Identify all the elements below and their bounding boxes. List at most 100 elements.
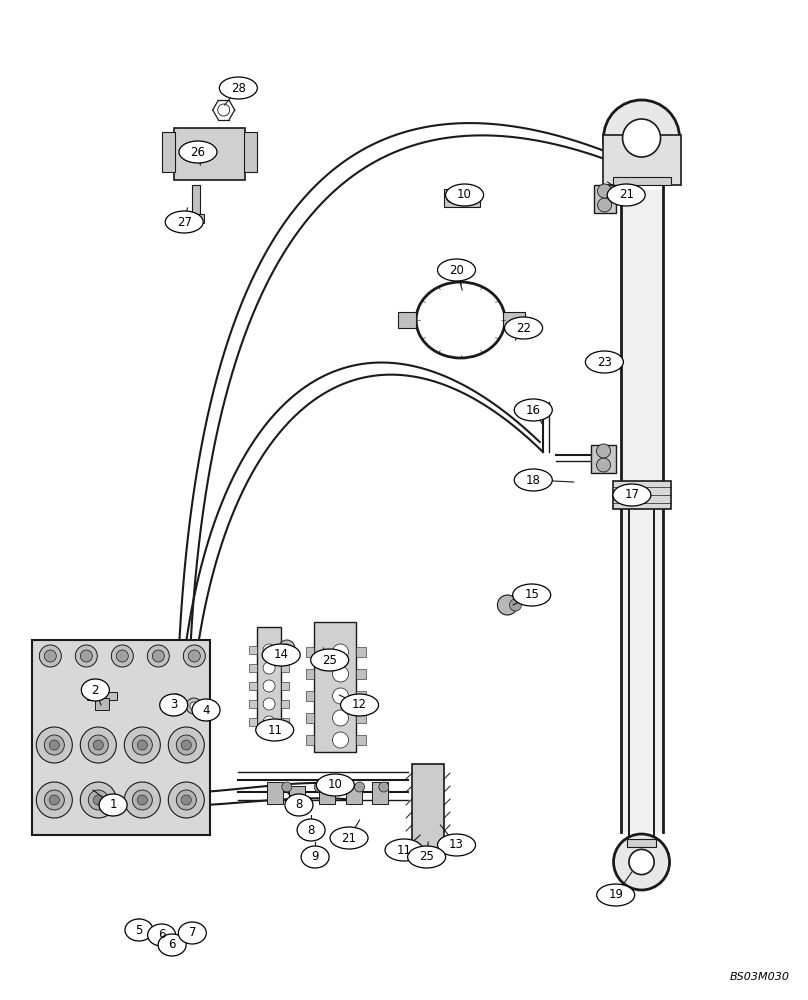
Ellipse shape [407, 846, 446, 868]
Circle shape [596, 458, 611, 472]
Circle shape [263, 662, 275, 674]
Circle shape [133, 919, 145, 931]
Circle shape [40, 645, 61, 667]
Bar [612, 481, 671, 509]
Circle shape [156, 930, 159, 934]
Circle shape [181, 795, 191, 805]
Circle shape [44, 790, 65, 810]
Circle shape [80, 650, 92, 662]
Bar [162, 132, 175, 172]
Text: 22: 22 [516, 322, 531, 334]
Ellipse shape [255, 719, 294, 741]
Ellipse shape [607, 184, 646, 206]
Circle shape [333, 644, 348, 660]
Text: 21: 21 [619, 188, 633, 202]
Circle shape [153, 927, 162, 937]
Bar [191, 185, 200, 215]
Ellipse shape [437, 259, 476, 281]
Bar [305, 735, 314, 745]
Circle shape [598, 184, 612, 198]
Circle shape [44, 650, 57, 662]
Bar [187, 214, 204, 223]
Bar [32, 640, 210, 835]
Ellipse shape [179, 141, 217, 163]
Bar [174, 128, 245, 180]
Text: 27: 27 [177, 216, 191, 229]
Ellipse shape [262, 644, 301, 666]
Circle shape [49, 795, 59, 805]
Bar [356, 647, 365, 657]
Circle shape [184, 927, 191, 933]
Bar [281, 646, 289, 654]
Bar [267, 782, 283, 804]
Bar [305, 713, 314, 723]
Bar [356, 713, 365, 723]
Text: 14: 14 [274, 648, 288, 662]
Circle shape [168, 694, 184, 710]
Circle shape [172, 698, 180, 706]
Ellipse shape [165, 211, 204, 233]
Circle shape [176, 735, 196, 755]
Text: 13: 13 [449, 838, 464, 852]
Circle shape [93, 740, 103, 750]
Ellipse shape [316, 774, 355, 796]
Bar [346, 786, 362, 804]
Circle shape [498, 595, 517, 615]
Text: BS03M030: BS03M030 [730, 972, 790, 982]
Circle shape [163, 935, 173, 945]
Circle shape [49, 740, 59, 750]
Circle shape [183, 645, 205, 667]
Text: 11: 11 [397, 844, 411, 856]
Circle shape [182, 924, 193, 936]
Circle shape [596, 444, 611, 458]
Circle shape [44, 735, 65, 755]
Ellipse shape [82, 679, 109, 701]
Text: 10: 10 [457, 188, 472, 202]
Text: 5: 5 [135, 924, 143, 936]
Ellipse shape [585, 351, 624, 373]
Ellipse shape [340, 694, 379, 716]
Circle shape [314, 782, 324, 792]
Bar [591, 445, 616, 473]
Circle shape [116, 650, 128, 662]
Bar [398, 312, 416, 328]
Circle shape [333, 710, 348, 726]
Bar [281, 682, 289, 690]
Text: 8: 8 [295, 798, 303, 812]
Circle shape [613, 834, 670, 890]
Circle shape [604, 100, 680, 176]
Text: 15: 15 [524, 588, 539, 601]
Circle shape [124, 782, 160, 818]
Circle shape [137, 795, 147, 805]
Bar [603, 135, 680, 185]
Circle shape [629, 849, 654, 875]
Bar [257, 627, 281, 732]
Bar [503, 312, 525, 328]
Circle shape [379, 782, 389, 792]
Circle shape [204, 149, 214, 159]
Circle shape [88, 735, 108, 755]
Bar [87, 692, 117, 700]
Circle shape [190, 702, 198, 710]
Ellipse shape [514, 469, 553, 491]
Bar [621, 190, 663, 832]
Text: 25: 25 [419, 850, 434, 863]
Text: 26: 26 [191, 145, 205, 158]
Text: 1: 1 [109, 798, 117, 812]
Text: 21: 21 [342, 832, 356, 844]
Circle shape [147, 645, 170, 667]
Circle shape [133, 790, 153, 810]
Ellipse shape [285, 794, 313, 816]
Ellipse shape [596, 884, 635, 906]
Circle shape [168, 727, 204, 763]
Ellipse shape [125, 919, 153, 941]
Text: 7: 7 [188, 926, 196, 940]
Text: 17: 17 [625, 488, 639, 502]
Circle shape [188, 650, 200, 662]
Bar [314, 622, 356, 752]
Bar [281, 664, 289, 672]
Ellipse shape [512, 584, 551, 606]
Bar [249, 700, 257, 708]
Text: 8: 8 [307, 824, 315, 836]
Circle shape [333, 688, 348, 704]
